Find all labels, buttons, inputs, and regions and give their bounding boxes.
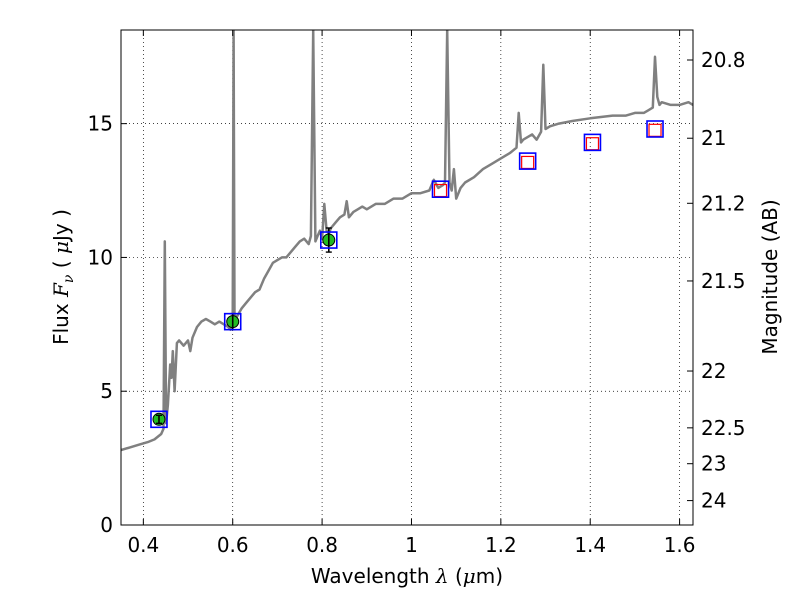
x-tick-label: 0.4 xyxy=(127,533,159,557)
model-photometry-marker xyxy=(431,180,450,199)
grid xyxy=(121,30,693,526)
mag-tick-label: 23 xyxy=(701,452,726,476)
model-photometry-marker xyxy=(150,410,168,429)
upper-limit-marker xyxy=(585,137,600,151)
ticks: 0.4 0.6 0.8 1 1.2 1.4 1.6 0 5 10 15 20.8 21 21.2 21.5 2… xyxy=(88,30,746,557)
y-axis-label: Flux Fν ( μJy ) xyxy=(49,209,77,345)
photometry-layer xyxy=(150,120,664,429)
x-tick-label: 1 xyxy=(405,533,418,557)
spectrum-line xyxy=(121,30,693,452)
mag-tick-label: 22.5 xyxy=(701,416,746,440)
plot-frame xyxy=(120,29,694,526)
spectrum-layer xyxy=(121,30,693,452)
upper-limit-marker xyxy=(648,123,662,137)
x-tick-label: 1.6 xyxy=(664,533,696,557)
y-axis-right-label: Magnitude (AB) xyxy=(758,199,782,354)
mag-tick-label: 22 xyxy=(701,359,726,383)
x-tick-label: 0.8 xyxy=(306,533,338,557)
upper-limit-marker xyxy=(521,155,535,170)
model-photometry-marker xyxy=(319,231,338,249)
y-tick-label: 10 xyxy=(88,245,113,269)
y-tick-label: 15 xyxy=(88,112,113,136)
model-photometry-marker xyxy=(223,312,242,331)
y-tick-label: 5 xyxy=(100,379,113,403)
x-tick-label: 0.6 xyxy=(217,533,249,557)
model-photometry-marker xyxy=(646,120,664,138)
model-photometry-marker xyxy=(518,152,537,170)
mag-tick-label: 21 xyxy=(701,126,726,150)
x-tick-label: 1.2 xyxy=(485,533,517,557)
x-axis-label: Wavelength λ (μm) xyxy=(311,564,503,588)
mag-tick-label: 20.8 xyxy=(701,48,746,72)
x-tick-label: 1.4 xyxy=(574,533,606,557)
mag-tick-label: 24 xyxy=(701,489,726,513)
model-photometry-marker xyxy=(583,133,602,152)
mag-tick-label: 21.5 xyxy=(701,269,746,293)
y-tick-label: 0 xyxy=(100,513,113,537)
mag-tick-label: 21.2 xyxy=(701,191,746,215)
